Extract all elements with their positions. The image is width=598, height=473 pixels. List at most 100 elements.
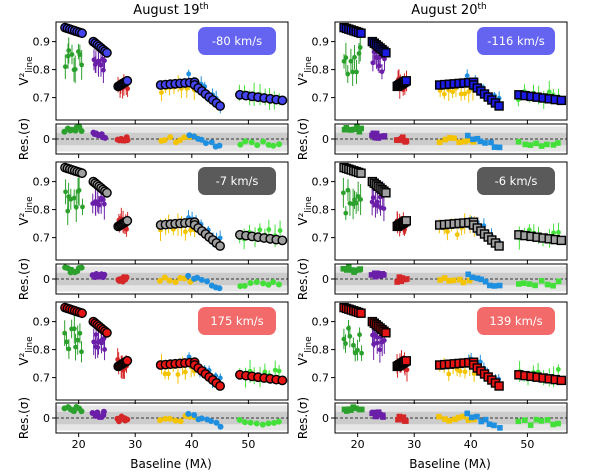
model-point <box>277 95 288 106</box>
data-point-green <box>355 347 360 353</box>
residual-point-purple <box>100 408 107 415</box>
data-point-green <box>343 55 349 61</box>
model-point <box>381 188 391 198</box>
data-point-green <box>350 69 356 75</box>
data-point-lime <box>546 89 552 95</box>
residual-point-yellow <box>450 277 457 284</box>
y-axis-label: V²line <box>17 56 35 86</box>
residual-point-purple <box>368 272 375 278</box>
res-y-axis-label: Res.(σ) <box>296 118 310 160</box>
y-tick-label: 0.9 <box>33 176 51 189</box>
residual-point-yellow <box>437 277 443 283</box>
model-point <box>494 241 504 251</box>
data-point-purple <box>95 345 101 350</box>
residual-point-blue <box>198 276 205 283</box>
residual-point-lime <box>265 420 272 427</box>
data-point-green <box>71 326 77 332</box>
residual-point-lime <box>527 422 534 428</box>
panel-frame <box>55 301 289 401</box>
model-point <box>215 241 225 251</box>
residual-point-lime <box>544 281 551 288</box>
residual-point-yellow <box>162 415 169 422</box>
data-point-purple <box>374 199 380 205</box>
residual-point-yellow <box>465 137 471 144</box>
residual-point-lime <box>520 280 527 287</box>
data-point-green <box>347 333 353 339</box>
res-y-tick-label: 0 <box>43 133 50 146</box>
panel-frame <box>334 301 568 401</box>
residual-point-yellow <box>461 138 468 145</box>
data-point-green <box>77 330 83 336</box>
residual-point-blue <box>491 144 498 150</box>
residual-point-blue <box>477 138 484 145</box>
residual-panel-r1c0: 0 Res.(σ) <box>17 258 289 300</box>
velocity-box <box>477 167 555 195</box>
data-point-yellow <box>182 369 188 375</box>
residual-point-yellow <box>452 416 458 423</box>
velocity-label: -7 km/s <box>216 174 259 188</box>
model-point <box>494 381 504 391</box>
model-point <box>77 308 87 319</box>
velocity-box <box>477 27 555 55</box>
res-y-tick-label: 0 <box>43 412 50 425</box>
residual-point-lime <box>555 420 561 427</box>
residual-point-blue <box>482 140 488 146</box>
residual-point-blue <box>496 282 503 289</box>
residual-point-blue <box>185 410 192 417</box>
main-panel-r1c0: 0.7 0.8 0.9 V²line -7 km/s <box>17 161 289 264</box>
model-point <box>277 375 288 386</box>
residual-point-blue <box>474 275 481 282</box>
data-point-blue <box>464 73 470 79</box>
data-point-green <box>341 58 347 64</box>
data-point-green <box>79 349 84 355</box>
residual-plot-area <box>56 124 288 152</box>
x-tick-label: 20 <box>351 438 365 451</box>
residual-point-lime <box>270 279 277 286</box>
residual-point-purple <box>373 413 380 420</box>
residual-point-lime <box>237 141 244 148</box>
data-point-purple <box>102 347 107 352</box>
residual-point-lime <box>253 420 260 427</box>
residual-point-lime <box>259 421 266 428</box>
residual-point-yellow <box>166 415 173 422</box>
residual-point-yellow <box>442 136 449 143</box>
velocity-box <box>198 307 276 335</box>
y-tick-label: 0.7 <box>312 372 330 385</box>
velocity-label: -116 km/s <box>487 34 544 48</box>
data-point-green <box>79 62 85 68</box>
model-point <box>401 216 411 226</box>
residual-point-lime <box>533 140 539 147</box>
residual-point-lime <box>544 417 551 423</box>
residual-point-lime <box>550 142 557 148</box>
data-point-purple <box>382 56 387 62</box>
velocity-label: 175 km/s <box>210 314 263 328</box>
residual-point-blue <box>474 413 480 420</box>
residual-point-lime <box>533 416 540 423</box>
main-panel-r1c1: 0.7 0.8 0.9 V²line -6 km/s <box>296 161 568 264</box>
residual-point-yellow <box>166 277 173 284</box>
residual-point-yellow <box>176 137 183 144</box>
plot-area <box>60 302 288 391</box>
x-tick-label: 50 <box>241 438 255 451</box>
model-point <box>215 381 225 391</box>
residual-panel-r2c1: 0 20 30 40 50 Res.(σ) <box>296 397 568 451</box>
residual-plot-area <box>335 404 567 431</box>
velocity-label: -80 km/s <box>212 34 262 48</box>
data-point-purple <box>379 69 385 75</box>
data-point-lime <box>266 227 272 232</box>
residual-point-blue <box>464 410 471 417</box>
y-tick-label: 0.8 <box>312 204 330 217</box>
residual-point-blue <box>186 132 193 139</box>
residual-point-lime <box>515 418 522 425</box>
data-point-green <box>73 204 79 210</box>
residual-point-blue <box>488 139 494 146</box>
data-point-green <box>65 208 71 214</box>
data-point-purple <box>370 195 376 201</box>
residual-point-red <box>404 276 410 282</box>
model-point <box>356 28 366 38</box>
velocity-box <box>477 307 555 335</box>
residual-point-purple <box>102 134 109 141</box>
residual-point-yellow <box>177 418 184 425</box>
residual-point-blue <box>478 418 485 425</box>
